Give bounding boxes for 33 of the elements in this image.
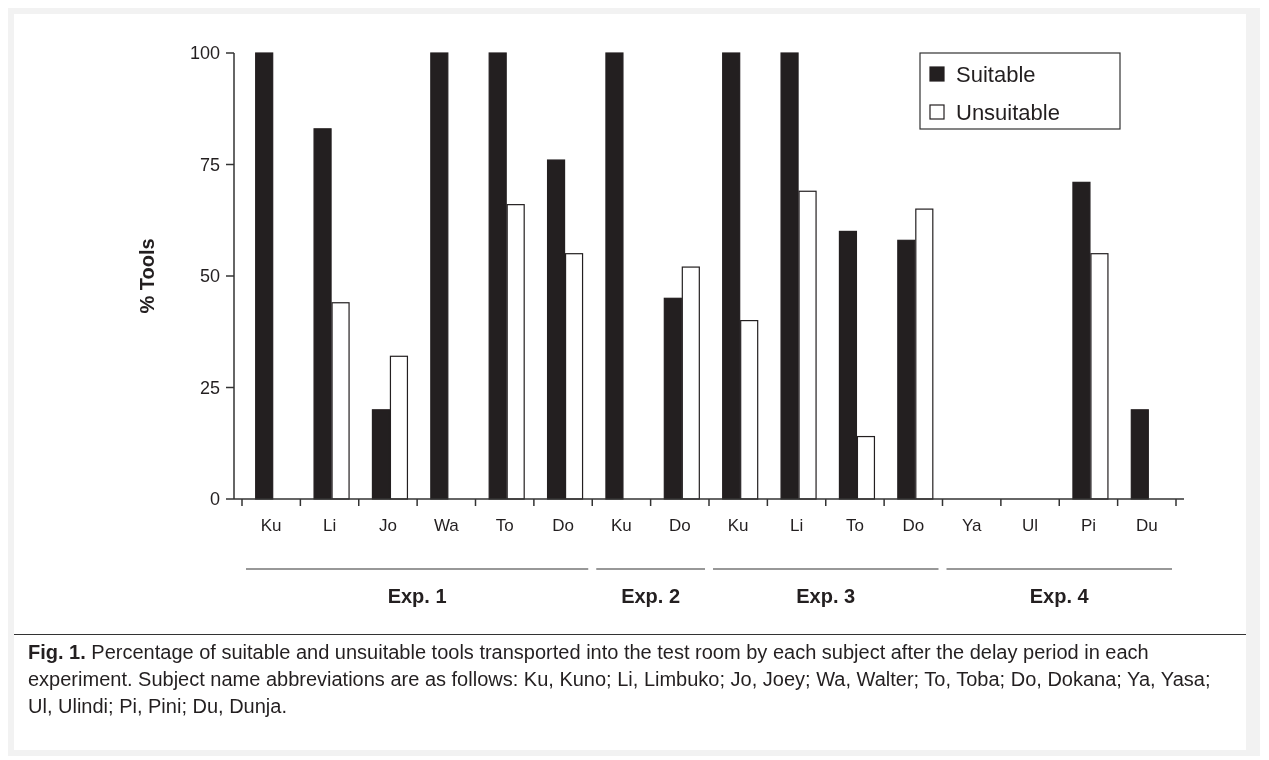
y-tick-label: 100 (189, 43, 220, 64)
y-axis-title: % Tools (136, 238, 158, 314)
text: Exp. 2 (621, 585, 681, 607)
x-tick-label: Du (1135, 516, 1158, 535)
legend-label: Unsuitable (956, 99, 1060, 125)
bar (255, 52, 274, 500)
x-tick-label: Ku (727, 516, 749, 535)
y-tick-label: 75 (199, 154, 220, 175)
legend-label: Suitable (956, 61, 1036, 87)
x-tick-label: Wa (433, 516, 460, 535)
x-tick-label: Jo (378, 516, 397, 535)
x-tick-label: Ku (260, 516, 282, 535)
x-tick-label: Do (902, 516, 925, 535)
x-tick-label: To (495, 516, 514, 535)
x-tick-label: Ya (961, 516, 982, 535)
bar (1130, 409, 1149, 500)
text: Exp. 1 (387, 585, 447, 607)
x-tick-label: Li (789, 516, 804, 535)
caption: Fig. 1. Percentage of suitable and unsuitable tools transported into the test room by each subject after the delay period in each experiment. Subject name abbreviations are as follows: Ku, Kuno; Li, Limbuko; Jo, Joey; Wa, Walter; To, Toba; Do, Dokana; Ya, Yasa; Ul, Ulindi; Pi, Pini; Du, Dunja. (14, 634, 1246, 750)
x-tick-label: Ku (611, 516, 632, 535)
x-tick-label: Do (668, 516, 691, 535)
x-tick-label: Pi (1080, 516, 1096, 535)
y-tick-label: 25 (199, 377, 220, 398)
bar (430, 52, 449, 500)
y-tick-label: 50 (199, 266, 220, 287)
x-tick-label: Li (322, 516, 337, 535)
bar (605, 52, 624, 500)
text: Exp. 4 (1029, 585, 1090, 607)
x-tick-label: To (845, 516, 864, 535)
y-tick-label: 0 (209, 489, 220, 510)
x-tick-label: Do (552, 516, 574, 535)
x-tick-label: Ul (1022, 516, 1039, 535)
text: Exp. 3 (796, 585, 856, 607)
